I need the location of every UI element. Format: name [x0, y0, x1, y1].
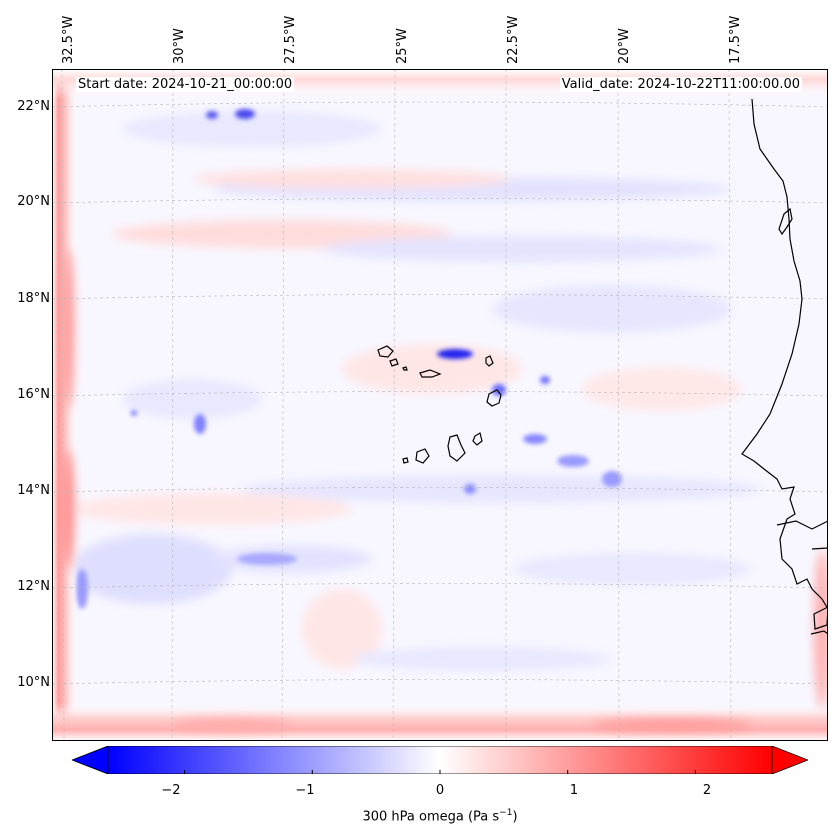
- colorbar-label: 300 hPa omega (Pa s−1): [362, 808, 518, 825]
- start-date-text: Start date: 2024-10-21_00:00:00: [76, 77, 295, 92]
- lat-label-22n: 22°N: [17, 99, 50, 114]
- island-sao-vicente: [389, 358, 399, 367]
- colorbar-extend-min: [72, 746, 109, 774]
- edge-band-left: [52, 69, 78, 741]
- omega-map: [52, 69, 828, 741]
- island-fogo: [415, 448, 430, 464]
- lat-label-12n: 12°N: [17, 579, 50, 594]
- colorbar-gradient: [107, 746, 773, 774]
- map-frame: [52, 69, 828, 741]
- colorbar-tick-minus2: −2: [161, 783, 181, 798]
- lat-label-10n: 10°N: [17, 675, 50, 690]
- lon-label-27-5w: 27.5°W: [283, 15, 298, 64]
- colorbar-tick-1: 1: [569, 783, 579, 798]
- island-santa-luzia: [402, 366, 408, 371]
- colorbar-extend-max: [771, 746, 808, 774]
- island-santiago: [447, 434, 466, 462]
- lat-label-14n: 14°N: [17, 483, 50, 498]
- island-sao-nicolau: [419, 369, 442, 378]
- colorbar-tick-2: 2: [702, 783, 712, 798]
- lat-label-20n: 20°N: [17, 194, 50, 209]
- island-maio: [472, 432, 483, 446]
- colorbar-tick-0: 0: [435, 783, 445, 798]
- colorbar: [72, 746, 808, 774]
- island-sal: [485, 355, 494, 367]
- coast-west-africa: [741, 98, 828, 610]
- lon-label-32-5w: 32.5°W: [61, 15, 76, 64]
- graticule: [52, 69, 828, 741]
- island-brava: [402, 457, 409, 464]
- lat-label-16n: 16°N: [17, 387, 50, 402]
- island-santo-antao: [377, 345, 394, 358]
- omega-strong-cells: [76, 109, 622, 609]
- lon-label-22-5w: 22.5°W: [506, 15, 521, 64]
- colorbar-tick-minus1: −1: [295, 783, 315, 798]
- lon-label-17-5w: 17.5°W: [728, 15, 743, 64]
- island-boa-vista: [486, 389, 502, 407]
- lat-label-18n: 18°N: [17, 291, 50, 306]
- coastlines: [377, 98, 828, 635]
- lon-label-25w: 25°W: [395, 28, 410, 64]
- valid-date-text: Valid_date: 2024-10-22T11:00:00.00: [559, 77, 802, 92]
- lon-label-30w: 30°W: [172, 28, 187, 64]
- lon-label-20w: 20°W: [617, 28, 632, 64]
